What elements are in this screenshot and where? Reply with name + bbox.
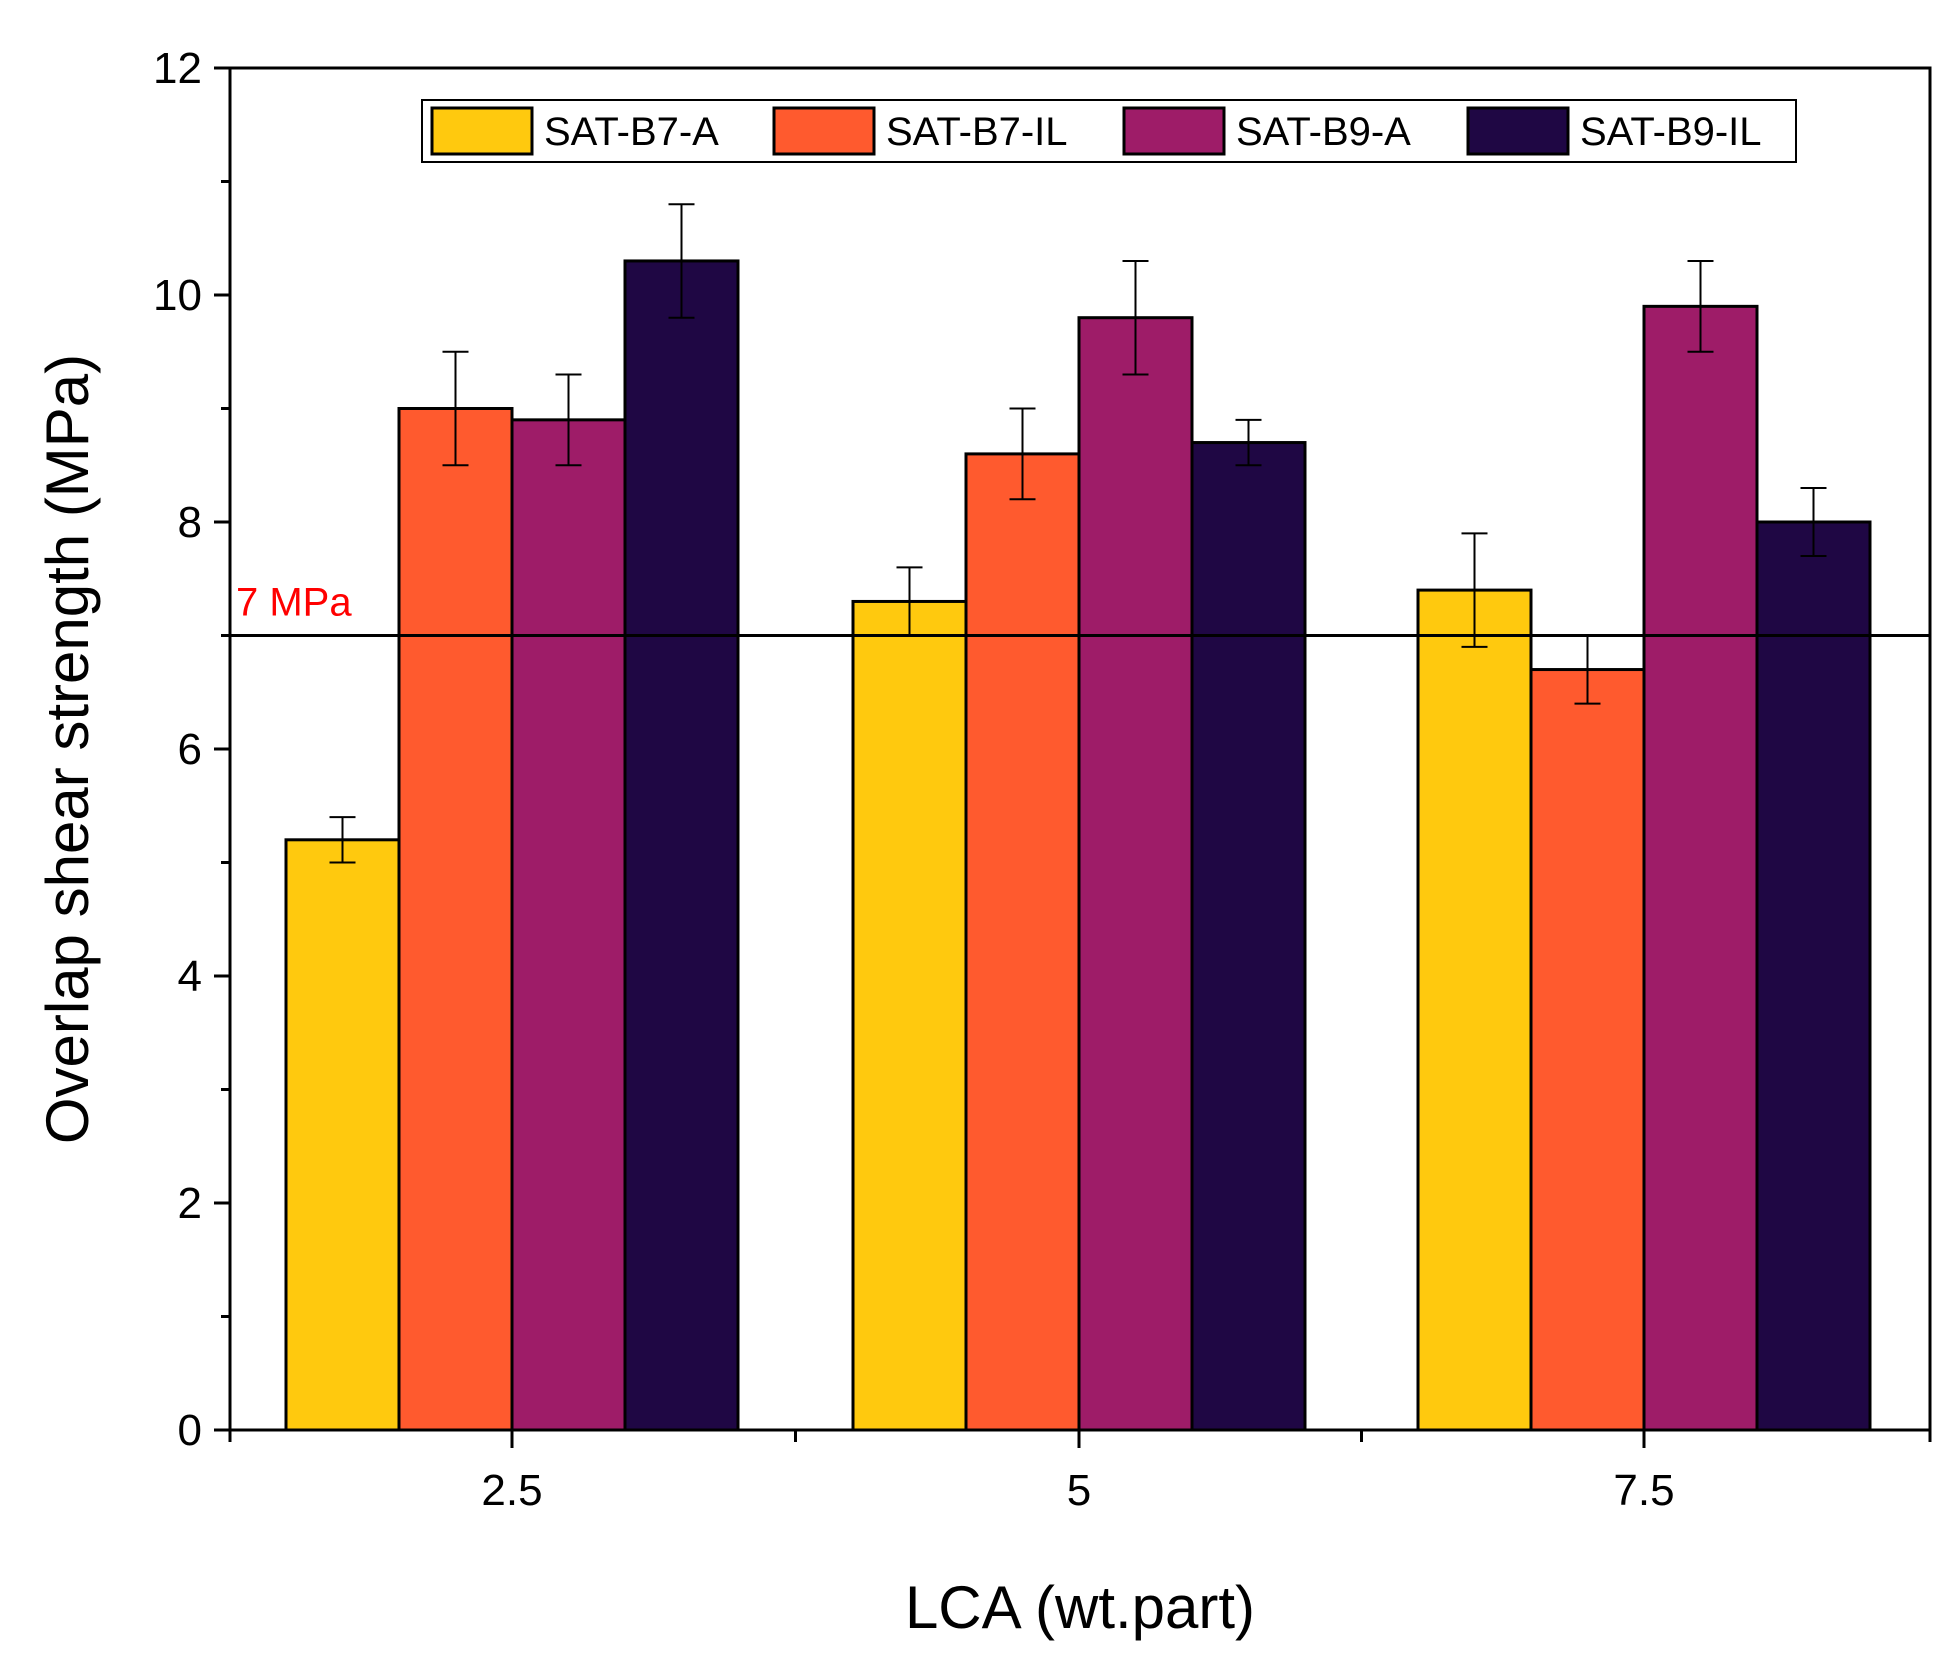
x-tick-label: 2.5 — [481, 1466, 542, 1515]
y-tick-label: 4 — [178, 952, 202, 1001]
bar-SAT-B7-IL-5 — [964, 452, 1081, 1432]
y-tick-label: 0 — [178, 1406, 202, 1455]
y-tick-label: 12 — [153, 44, 202, 93]
bar-SAT-B9-A-5 — [1077, 316, 1194, 1432]
bar-SAT-B7-A-7.5 — [1416, 588, 1533, 1432]
bars-layer — [284, 259, 1872, 1432]
bar-SAT-B7-A-2.5 — [284, 838, 401, 1432]
legend-swatch-SAT-B7-A — [430, 106, 534, 156]
bar-SAT-B9-A-2.5 — [510, 418, 627, 1432]
axes-layer: 0 2 4 6 8 10 12 2.5 5 7.5 — [153, 44, 1932, 1515]
legend-swatch-SAT-B7-IL — [772, 106, 876, 156]
bar-SAT-B7-A-5 — [851, 599, 968, 1432]
y-axis-title: Overlap shear strength (MPa) — [34, 354, 101, 1144]
x-tick-label: 5 — [1067, 1466, 1091, 1515]
y-tick-label: 6 — [178, 725, 202, 774]
legend: SAT-B7-A SAT-B7-IL SAT-B9-A SAT-B9-IL — [421, 99, 1797, 163]
bar-SAT-B9-IL-5 — [1190, 441, 1307, 1432]
legend-label-SAT-B9-A: SAT-B9-A — [1236, 110, 1411, 154]
y-tick-label: 10 — [153, 271, 202, 320]
legend-label-SAT-B9-IL: SAT-B9-IL — [1580, 110, 1762, 154]
reference-line-layer: 7 MPa — [230, 581, 1930, 637]
legend-swatch-SAT-B9-IL — [1466, 106, 1570, 156]
x-tick-label: 7.5 — [1613, 1466, 1674, 1515]
x-axis-title: LCA (wt.part) — [905, 1574, 1255, 1641]
y-tick-label: 8 — [178, 498, 202, 547]
legend-label-SAT-B7-A: SAT-B7-A — [544, 110, 719, 154]
bar-SAT-B9-IL-7.5 — [1755, 520, 1872, 1432]
y-tick-label: 2 — [178, 1179, 202, 1228]
legend-label-SAT-B7-IL: SAT-B7-IL — [886, 110, 1068, 154]
reference-line-label: 7 MPa — [236, 581, 352, 625]
bar-SAT-B9-A-7.5 — [1642, 304, 1759, 1432]
bar-SAT-B7-IL-7.5 — [1529, 668, 1646, 1432]
bar-SAT-B9-IL-2.5 — [623, 259, 740, 1432]
bar-SAT-B7-IL-2.5 — [397, 407, 514, 1432]
legend-swatch-SAT-B9-A — [1122, 106, 1226, 156]
